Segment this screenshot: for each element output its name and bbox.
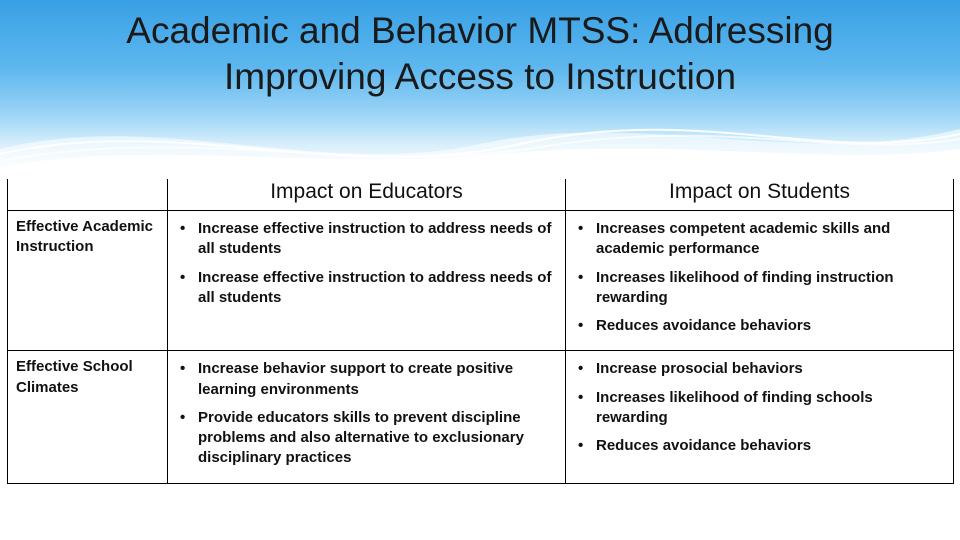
bullet-list: Increases competent academic skills and … — [574, 217, 945, 342]
page-title: Academic and Behavior MTSS: Addressing I… — [0, 8, 960, 101]
list-item: Provide educators skills to prevent disc… — [176, 406, 557, 475]
header-band: Academic and Behavior MTSS: Addressing I… — [0, 0, 960, 175]
list-item: Reduces avoidance behaviors — [574, 434, 945, 462]
cell-educators-climates: Increase behavior support to create posi… — [168, 351, 566, 483]
cell-educators-academic: Increase effective instruction to addres… — [168, 211, 566, 351]
bullet-list: Increase behavior support to create posi… — [176, 357, 557, 474]
title-line-2: Improving Access to Instruction — [224, 56, 736, 97]
col-header-educators: Impact on Educators — [168, 176, 566, 211]
cell-students-academic: Increases competent academic skills and … — [566, 211, 954, 351]
list-item: Increase effective instruction to addres… — [176, 266, 557, 315]
list-item: Increase prosocial behaviors — [574, 357, 945, 385]
list-item: Increase behavior support to create posi… — [176, 357, 557, 406]
list-item: Increases likelihood of finding instruct… — [574, 266, 945, 315]
col-header-students: Impact on Students — [566, 176, 954, 211]
cell-students-climates: Increase prosocial behaviors Increases l… — [566, 351, 954, 483]
bullet-list: Increase effective instruction to addres… — [176, 217, 557, 314]
list-item: Reduces avoidance behaviors — [574, 314, 945, 342]
row-head-climates: Effective School Climates — [8, 351, 168, 483]
table-row: Effective School Climates Increase behav… — [8, 351, 954, 483]
table-header-row: Impact on Educators Impact on Students — [8, 176, 954, 211]
list-item: Increases competent academic skills and … — [574, 217, 945, 266]
header-wave-icon — [0, 99, 960, 179]
list-item: Increases likelihood of finding schools … — [574, 386, 945, 435]
table-row: Effective Academic Instruction Increase … — [8, 211, 954, 351]
bullet-list: Increase prosocial behaviors Increases l… — [574, 357, 945, 462]
list-item: Increase effective instruction to addres… — [176, 217, 557, 266]
table-header-blank — [8, 176, 168, 211]
mtss-table: Impact on Educators Impact on Students E… — [7, 175, 954, 484]
title-line-1: Academic and Behavior MTSS: Addressing — [126, 10, 833, 51]
row-head-academic: Effective Academic Instruction — [8, 211, 168, 351]
